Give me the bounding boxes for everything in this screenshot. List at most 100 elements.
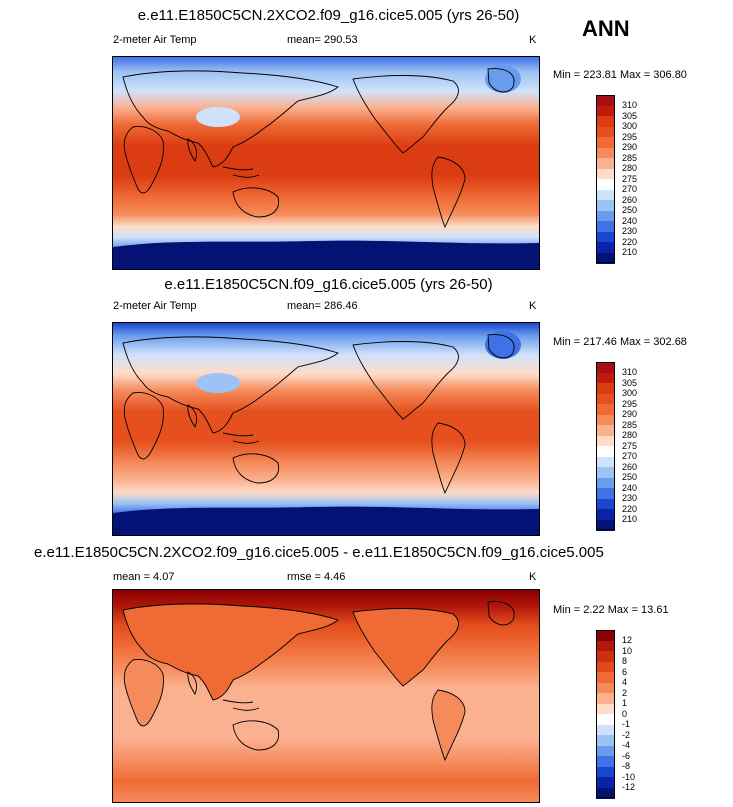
- colorbar-swatch: [596, 252, 615, 264]
- colorbar-label: 280: [622, 430, 638, 440]
- season-label: ANN: [582, 16, 630, 41]
- colorbar-frame: [596, 95, 615, 263]
- colorbar-label: 290: [622, 142, 638, 152]
- colorbar-label: 230: [622, 226, 638, 236]
- colorbar-swatch: [596, 372, 615, 384]
- colorbar-swatch: [596, 425, 615, 436]
- colorbar-swatch: [596, 693, 615, 704]
- panel2-title: e.e11.E1850C5CN.f09_g16.cice5.005 (yrs 2…: [164, 276, 493, 293]
- colorbar-label: -6: [622, 750, 631, 761]
- colorbar-frame: [596, 362, 615, 530]
- colorbar-label: 240: [622, 482, 638, 493]
- colorbar-label: 210: [622, 514, 638, 524]
- colorbar-swatch: [596, 519, 615, 531]
- panel1-map: [112, 56, 540, 270]
- colorbar-swatch: [596, 777, 615, 788]
- colorbar-label: 295: [622, 398, 638, 409]
- colorbar-swatch: [596, 221, 615, 232]
- colorbar-swatch: [596, 446, 615, 457]
- colorbar-label: 285: [622, 152, 638, 163]
- colorbar-label: 0: [622, 708, 628, 719]
- colorbar-swatch: [596, 435, 615, 447]
- colorbar-label: -12: [622, 782, 636, 792]
- colorbar-swatch: [596, 456, 615, 468]
- panel1-colorbar: 310 305 300 295 290 285 280 275 270 260 250 240 230 2…: [596, 95, 656, 264]
- colorbar-label: -1: [622, 719, 631, 729]
- panel3-map: [112, 589, 540, 803]
- colorbar-frame: [596, 630, 615, 798]
- colorbar-label: 310: [622, 367, 638, 377]
- panel3-minmax: Min = 2.22 Max = 13.61: [553, 604, 669, 616]
- panel2-map: [112, 322, 540, 536]
- colorbar-swatch: [596, 509, 615, 520]
- colorbar-swatch: [596, 414, 615, 426]
- colorbar-swatch: [596, 147, 615, 159]
- colorbar-swatch: [596, 210, 615, 222]
- colorbar-swatch: [596, 200, 615, 211]
- panel1-minmax: Min = 223.81 Max = 306.80: [553, 69, 687, 81]
- colorbar-swatch: [596, 640, 615, 652]
- panel2-mean: mean= 286.46: [287, 300, 358, 312]
- panel3-unit: K: [529, 571, 537, 583]
- colorbar-swatch: [596, 714, 615, 725]
- colorbar-swatch: [596, 766, 615, 778]
- colorbar-swatch: [596, 498, 615, 510]
- colorbar-swatch: [596, 95, 615, 106]
- colorbar-label: 220: [622, 236, 638, 247]
- colorbar-label: 250: [622, 205, 638, 215]
- colorbar-label: 300: [622, 388, 638, 398]
- colorbar-swatch: [596, 787, 615, 799]
- colorbar-label: 260: [622, 461, 638, 472]
- colorbar-label: 275: [622, 440, 638, 451]
- panel2-colorbar: 310 305 300 295 290 285 280 275 270 260 250 240 230 2…: [596, 362, 656, 531]
- colorbar-label: -10: [622, 771, 636, 782]
- colorbar-label: 305: [622, 110, 638, 121]
- colorbar-swatch: [596, 383, 615, 394]
- colorbar-label: -2: [622, 729, 631, 740]
- panel1-title: e.e11.E1850C5CN.2XCO2.f09_g16.cice5.005 …: [137, 7, 520, 24]
- colorbar-label: 4: [622, 677, 628, 687]
- colorbar-label: 285: [622, 419, 638, 430]
- colorbar-label: 1: [622, 698, 628, 708]
- colorbar-swatch: [596, 467, 615, 478]
- colorbar-label: 6: [622, 666, 628, 677]
- colorbar-swatch: [596, 477, 615, 489]
- panel3-rmse: rmse = 4.46: [287, 571, 346, 583]
- colorbar-swatch: [596, 137, 615, 148]
- colorbar-swatch: [596, 745, 615, 757]
- colorbar-label: 270: [622, 451, 638, 461]
- colorbar-swatch: [596, 735, 615, 746]
- colorbar-label: 280: [622, 163, 638, 173]
- colorbar-swatch: [596, 703, 615, 715]
- colorbar-label: 10: [622, 645, 633, 656]
- colorbar-label: 260: [622, 194, 638, 205]
- colorbar-label: 240: [622, 215, 638, 226]
- colorbar-swatch: [596, 105, 615, 117]
- colorbar-swatch: [596, 362, 615, 373]
- colorbar-label: 210: [622, 247, 638, 257]
- colorbar-swatch: [596, 651, 615, 662]
- panel3-title: e.e11.E1850C5CN.2XCO2.f09_g16.cice5.005 …: [34, 544, 604, 561]
- colorbar-label: 8: [622, 656, 628, 666]
- panel1-map-field: [113, 57, 539, 269]
- colorbar-label: 305: [622, 377, 638, 388]
- colorbar-label: -4: [622, 740, 631, 750]
- colorbar-swatch: [596, 404, 615, 415]
- colorbar-swatch: [596, 158, 615, 169]
- colorbar-swatch: [596, 682, 615, 694]
- colorbar-label: 275: [622, 173, 638, 184]
- colorbar-label: 295: [622, 131, 638, 142]
- colorbar-swatch: [596, 630, 615, 641]
- panel3-colorbar: 12 10 8 6 4 2 1 0 -1 -2 -4 -6 -8 -10 -12: [596, 630, 656, 799]
- colorbar-label: 220: [622, 503, 638, 514]
- colorbar-label: 12: [622, 635, 633, 645]
- panel2-map-field: [113, 323, 539, 535]
- colorbar-swatch: [596, 116, 615, 127]
- colorbar-label: 230: [622, 493, 638, 503]
- colorbar-swatch: [596, 724, 615, 736]
- colorbar-swatch: [596, 168, 615, 180]
- colorbar-swatch: [596, 672, 615, 683]
- panel1-variable: 2-meter Air Temp: [113, 34, 197, 46]
- colorbar-label: 310: [622, 100, 638, 110]
- colorbar-swatch: [596, 488, 615, 499]
